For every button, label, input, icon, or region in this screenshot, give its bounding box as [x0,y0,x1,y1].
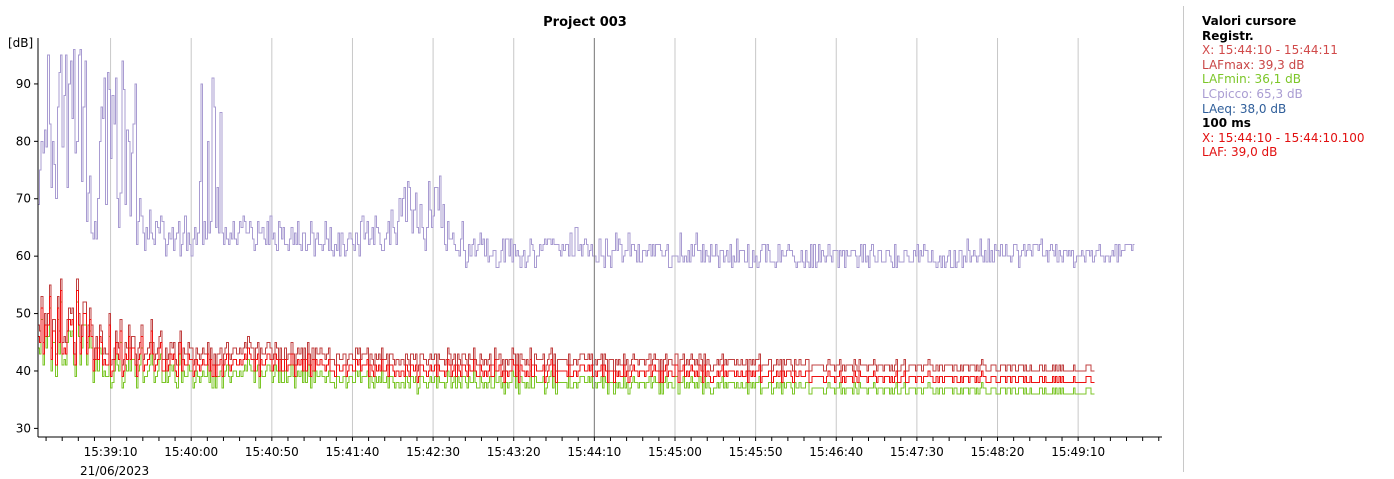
y-tick-label: 80 [16,134,31,148]
x-tick-label: 15:40:50 [245,445,299,459]
lcpicco-value: LCpicco: 65,3 dB [1202,86,1303,101]
x-tick-label: 15:40:00 [164,445,218,459]
x-tick-label: 15:49:10 [1051,445,1105,459]
series-layer [38,49,1135,395]
x-tick-label: 15:43:20 [487,445,541,459]
100ms-section-label: 100 ms [1202,116,1251,131]
x-tick-label: 15:42:30 [406,445,460,459]
axes: 15:39:10 15:40:00 15:40:50 15:41:40 15:42:30… [16,38,1162,459]
y-tick-label: 30 [16,421,31,435]
registr-x-range: X: 15:44:10 - 15:44:11 [1202,43,1338,58]
x-tick-label: 15:46:40 [809,445,863,459]
cursor-panel-title: Valori cursore [1202,14,1297,28]
series-lafmax [38,278,1095,372]
x-tick-label: 15:45:00 [648,445,702,459]
registr-section-label: Registr. [1202,28,1254,43]
x-tick-label: 15:39:10 [84,445,138,459]
lafmin-value: LAFmin: 36,1 dB [1202,72,1301,87]
y-tick-label: 70 [16,192,31,206]
level-time-chart[interactable]: Project 003 [dB] 15:39:10 15:40:00 15:40:5… [0,0,1180,479]
y-tick-label: 40 [16,364,31,378]
y-tick-label: 50 [16,307,31,321]
chart-title: Project 003 [543,15,627,30]
lafmax-value: LAFmax: 39,3 dB [1202,57,1305,72]
series-lafmin [38,301,1095,395]
x-tick-label: 15:47:30 [890,445,944,459]
cursor-values-panel: Valori cursore Registr. X: 15:44:10 - 15… [1202,14,1392,160]
x-axis-date-label: 21/06/2023 [80,464,149,478]
x-tick-label: 15:45:50 [729,445,783,459]
x-tick-label: 15:41:40 [326,445,380,459]
100ms-x-range: X: 15:44:10 - 15:44:10.100 [1202,130,1365,145]
laeq-value: LAeq: 38,0 dB [1202,101,1287,116]
x-tick-label: 15:44:10 [567,445,621,459]
x-tick-label: 15:48:20 [971,445,1025,459]
y-axis-unit-label: [dB] [8,36,33,50]
y-tick-label: 90 [16,77,31,91]
series-lcpicco [38,49,1135,269]
laf-value: LAF: 39,0 dB [1202,145,1278,160]
y-tick-label: 60 [16,249,31,263]
panel-separator [1183,6,1184,472]
series-laf [38,290,1095,383]
